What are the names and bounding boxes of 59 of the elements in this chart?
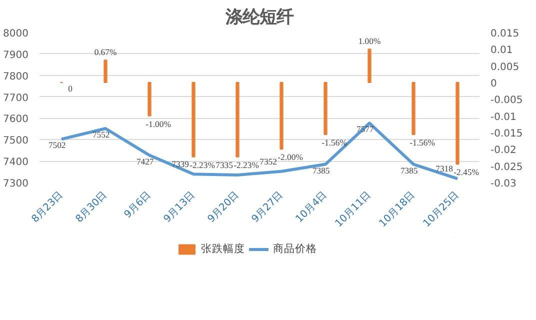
bar [324, 82, 328, 135]
data-label: 7385 [312, 165, 330, 176]
y2-tick-label: 0.01 [490, 45, 513, 56]
y2-tick-label: -0.02 [490, 145, 516, 156]
data-label: 7552 [92, 130, 110, 140]
bar [456, 82, 460, 165]
y-tick-label: 7700 [3, 92, 29, 104]
data-label: -1.56% [410, 138, 435, 148]
data-label: 7385 [400, 165, 418, 176]
y-tick-label: 7300 [3, 178, 29, 190]
bar [104, 60, 108, 83]
data-label: 0.67% [94, 47, 117, 58]
y2-tick-label: 0.015 [490, 28, 520, 40]
bar [148, 82, 152, 116]
chart-title: 涤纶短纤 [224, 8, 294, 28]
x-tick-label: 9月27日 [250, 190, 286, 226]
y2-tick-label: 0 [490, 78, 497, 90]
bar [280, 82, 284, 150]
x-tick-label: 9月6日 [122, 190, 154, 221]
y-tick-label: 7600 [3, 114, 29, 126]
y-tick-label: 7800 [3, 71, 29, 82]
x-tick-label: 10月11日 [333, 190, 374, 230]
data-label: 7502 [48, 140, 66, 150]
data-label: 7427 [136, 156, 154, 166]
data-label: -2.45% [454, 167, 479, 178]
x-tick-label: 9月20日 [206, 190, 242, 226]
x-tick-label: 9月13日 [162, 190, 198, 226]
x-tick-label: 10月18日 [377, 190, 418, 230]
y2-tick-label: -0.015 [490, 128, 523, 140]
bar [368, 48, 372, 83]
y2-tick-label: -0.005 [490, 95, 523, 106]
data-label: -2.23% [190, 160, 215, 170]
data-label: -1.56% [322, 138, 347, 148]
data-label: -2.23% [234, 160, 259, 170]
data-label: 1.00% [358, 36, 381, 46]
y-tick-label: 8000 [3, 28, 29, 40]
bar [192, 82, 196, 158]
legend-label: 商品价格 [273, 242, 317, 256]
y2-tick-label: -0.01 [490, 112, 516, 123]
x-tick-label: 8月30日 [74, 190, 110, 226]
y2-tick-label: 0.005 [490, 62, 520, 73]
data-label: 7318 [436, 164, 453, 174]
y-tick-label: 7500 [3, 136, 29, 147]
bar [236, 82, 240, 158]
y2-tick-label: -0.03 [490, 178, 516, 190]
y-tick-label: 7900 [3, 50, 29, 61]
data-label: -1.00% [146, 118, 171, 129]
data-label: -2.00% [278, 152, 303, 162]
data-label: 7335 [216, 160, 233, 170]
y2-tick-label: -0.025 [490, 162, 523, 173]
x-tick-label: 10月4日 [294, 190, 330, 226]
x-tick-label: 8月23日 [30, 190, 66, 226]
data-label: 0 [68, 84, 72, 94]
bar [412, 82, 416, 135]
y-tick-label: 7400 [3, 157, 29, 168]
legend-label: 张跌幅度 [201, 242, 245, 256]
data-label: 7352 [260, 156, 277, 166]
x-tick-label: 10月25日 [421, 190, 462, 230]
data-label: 7339 [172, 159, 189, 170]
